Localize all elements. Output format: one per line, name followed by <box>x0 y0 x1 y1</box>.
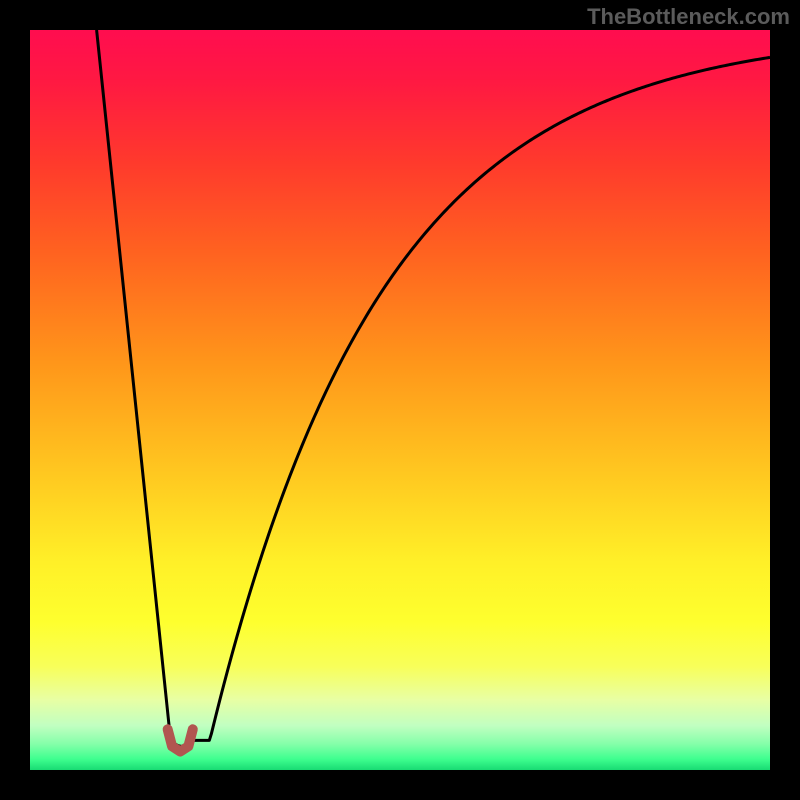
bottleneck-chart <box>0 0 800 800</box>
attribution-label: TheBottleneck.com <box>587 4 790 30</box>
chart-stage: TheBottleneck.com <box>0 0 800 800</box>
plot-background <box>30 30 770 770</box>
